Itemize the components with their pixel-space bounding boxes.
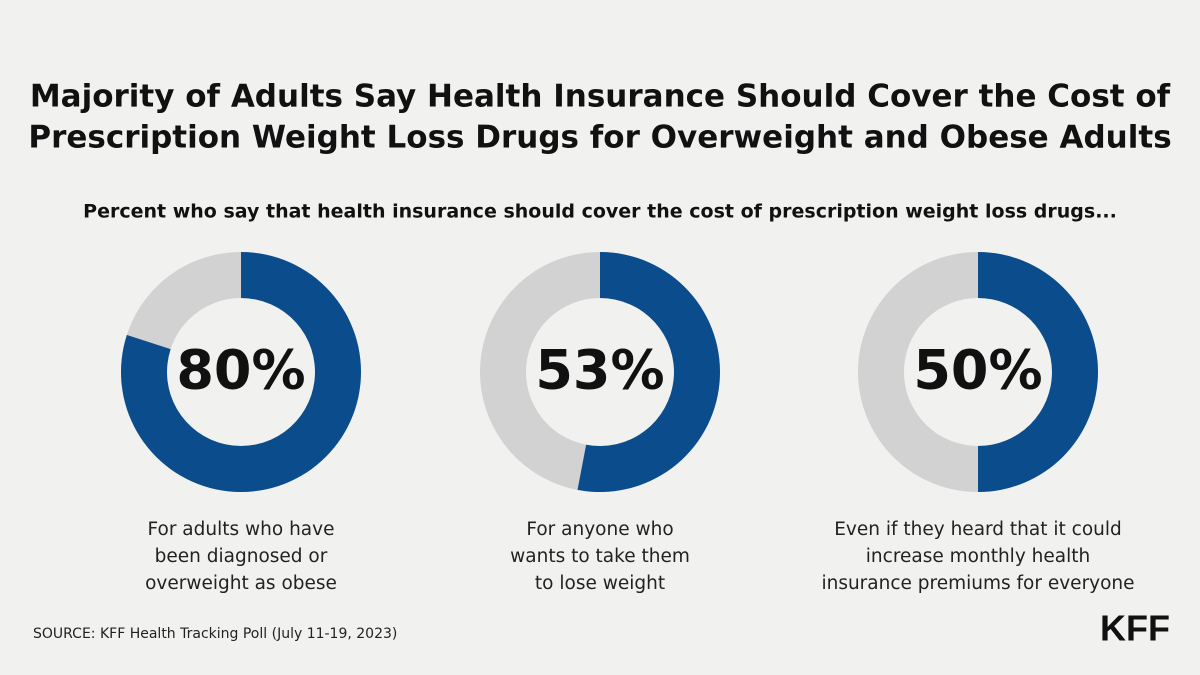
logo: KFF bbox=[1100, 608, 1170, 649]
caption: been diagnosed or bbox=[155, 546, 328, 567]
caption: For adults who have bbox=[148, 519, 335, 540]
caption: Even if they heard that it could bbox=[834, 519, 1122, 540]
donut-segment bbox=[120, 252, 362, 493]
source: SOURCE: KFF Health Tracking Poll (July 1… bbox=[33, 626, 397, 642]
subtitle: Percent who say that health insurance sh… bbox=[83, 201, 1117, 223]
donut-segment bbox=[577, 252, 720, 492]
title-line: Prescription Weight Loss Drugs for Overw… bbox=[28, 120, 1171, 156]
caption: to lose weight bbox=[535, 573, 665, 594]
caption: For anyone who bbox=[526, 519, 673, 540]
caption: increase monthly health bbox=[866, 546, 1090, 567]
donut-segment bbox=[978, 252, 1098, 492]
caption: wants to take them bbox=[510, 546, 690, 567]
value-label: 50% bbox=[913, 339, 1042, 402]
value-label: 80% bbox=[176, 339, 305, 402]
caption: insurance premiums for everyone bbox=[821, 573, 1134, 594]
value-label: 53% bbox=[535, 339, 664, 402]
title-line: Majority of Adults Say Health Insurance … bbox=[30, 79, 1171, 115]
caption: overweight as obese bbox=[145, 573, 337, 594]
